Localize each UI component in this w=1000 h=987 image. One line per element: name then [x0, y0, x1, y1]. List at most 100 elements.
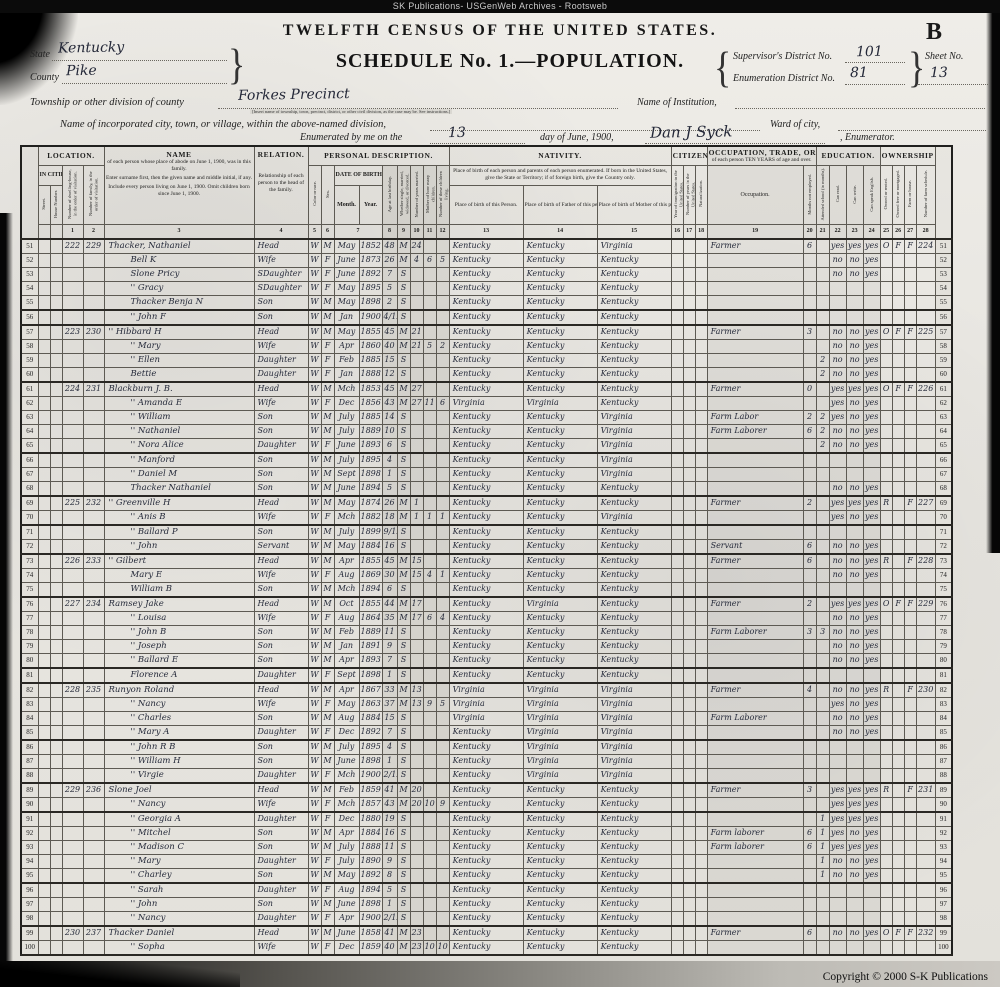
- cell-sx: M: [320, 380, 335, 397]
- cell-mc: [422, 739, 437, 755]
- cell-ln: 63: [20, 409, 39, 425]
- cell-fb: Kentucky: [522, 509, 598, 526]
- cell-sp: yes: [862, 423, 881, 439]
- cell-as: 1: [815, 811, 830, 827]
- group-location: LOCATION.: [37, 145, 105, 166]
- cell-fm: [82, 796, 105, 813]
- cell-mb: Kentucky: [596, 494, 672, 511]
- cell-cl: W: [307, 494, 322, 511]
- cell-oc: [706, 280, 804, 296]
- cell-dw: [61, 839, 84, 855]
- cell-ag: 43: [381, 796, 398, 813]
- cell-wr: yes: [845, 380, 864, 397]
- cell-mn: 6: [802, 825, 817, 841]
- cell-fr: [891, 552, 905, 569]
- cell-hn: [49, 924, 63, 941]
- cell-dw: [61, 409, 84, 425]
- cell-fm: [82, 309, 105, 326]
- cell-dw: 230: [61, 924, 84, 941]
- cell-hn: [49, 939, 63, 956]
- cell-ms: M: [396, 237, 411, 254]
- cell-yr: 1880: [358, 811, 383, 827]
- cell-mc: [422, 767, 437, 784]
- cell-nm: '' Ellen: [103, 352, 255, 368]
- cell-fm: [82, 696, 105, 712]
- cell-rl: Son: [253, 638, 309, 654]
- cell-fr: [891, 338, 905, 354]
- cell-oc: [706, 294, 804, 311]
- cell-st: [37, 280, 51, 296]
- cell-mn: [802, 638, 817, 654]
- cell-rl: Daughter: [253, 811, 309, 827]
- cell-cl: W: [307, 739, 322, 755]
- table-row: 62 '' Amanda E Wife W F Dec 1856 43 M 27 11 6 Virgin…: [20, 395, 953, 411]
- cell-cv: [435, 581, 450, 598]
- cell-mo: Mch: [333, 796, 360, 813]
- cell-ln: 75: [934, 581, 953, 598]
- cell-fr: [891, 739, 905, 755]
- cell-ym: 21: [409, 338, 424, 354]
- cell-dw: [61, 739, 84, 755]
- cell-cv: [435, 739, 450, 755]
- cell-fh: [903, 538, 917, 555]
- cell-sx: M: [320, 624, 335, 640]
- cell-rl: Wife: [253, 796, 309, 813]
- cell-mo: Dec: [333, 724, 360, 741]
- dotted-line: [918, 83, 988, 85]
- cell-bp: Kentucky: [448, 781, 524, 798]
- cell-ag: 11: [381, 624, 398, 640]
- cell-na: [694, 395, 708, 411]
- cell-wr: [845, 280, 864, 296]
- cell-dw: [61, 395, 84, 411]
- cell-fr: [891, 896, 905, 912]
- cell-ym: [409, 309, 424, 326]
- cell-ms: M: [396, 338, 411, 354]
- cell-mn: [802, 581, 817, 598]
- cell-im: [670, 366, 684, 383]
- cell-sx: M: [320, 739, 335, 755]
- cell-mc: [422, 380, 437, 397]
- cell-sp: [862, 280, 881, 296]
- cell-st: [37, 767, 51, 784]
- cell-fs: [915, 638, 936, 654]
- cell-fs: [915, 753, 936, 769]
- cell-ln: 87: [934, 753, 953, 769]
- cell-dw: [61, 567, 84, 583]
- cell-bp: Kentucky: [448, 924, 524, 941]
- cell-hn: [49, 867, 63, 884]
- immigration-label: Year of immigration to the United States…: [672, 169, 683, 218]
- cell-sx: M: [320, 781, 335, 798]
- colnum: 4: [253, 223, 309, 240]
- cell-ym: [409, 638, 424, 654]
- cell-st: [37, 309, 51, 326]
- cell-na: [694, 252, 708, 268]
- cell-mb: Virginia: [596, 437, 672, 454]
- table-row: 55 Thacker Benja N Son W M May 1898 2 S Kentucky K…: [20, 294, 953, 311]
- cell-as: [815, 338, 830, 354]
- cell-cv: [435, 867, 450, 884]
- cell-dw: [61, 724, 84, 741]
- cell-fm: [82, 638, 105, 654]
- cell-as: [815, 395, 830, 411]
- cell-ms: S: [396, 638, 411, 654]
- cell-fm: [82, 853, 105, 869]
- cell-ow: [879, 294, 893, 311]
- cell-fm: [82, 409, 105, 425]
- cell-dw: [61, 882, 84, 898]
- cell-mb: Kentucky: [596, 595, 672, 612]
- cell-bp: Kentucky: [448, 437, 524, 454]
- cell-nm: Bettie: [103, 366, 255, 383]
- cell-fs: [915, 796, 936, 813]
- cell-ag: 14: [381, 409, 398, 425]
- cell-ln: 69: [20, 494, 39, 511]
- cell-hn: [49, 652, 63, 669]
- cell-rl: Son: [253, 624, 309, 640]
- colnum: 7: [333, 223, 383, 240]
- table-row: 60 Bettie Daughter W F Jan 1888 12 S Kentucky Kent…: [20, 366, 953, 383]
- cell-yu: [682, 811, 696, 827]
- cell-fb: Virginia: [522, 696, 598, 712]
- cell-fs: [915, 767, 936, 784]
- cell-mb: Kentucky: [596, 252, 672, 268]
- cell-sp: yes: [862, 509, 881, 526]
- cell-fb: Kentucky: [522, 825, 598, 841]
